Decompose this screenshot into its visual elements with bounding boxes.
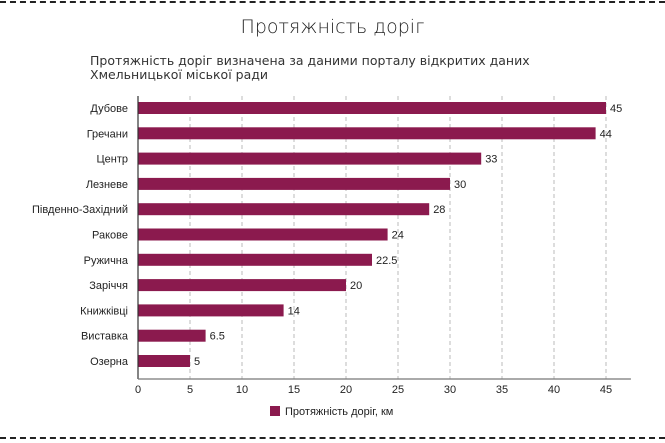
category-label: Ружична — [84, 255, 129, 267]
data-label: 45 — [610, 103, 622, 115]
chart-title: Протяжність доріг — [240, 16, 425, 38]
bar — [138, 203, 430, 216]
category-label: Книжківці — [80, 305, 128, 317]
data-label: 28 — [433, 204, 445, 216]
chart-subtitle: Протяжність доріг визначена за даними по… — [90, 53, 530, 82]
top-divider — [0, 1, 665, 3]
category-label: Гречани — [87, 128, 128, 140]
bar — [138, 102, 606, 114]
data-label: 14 — [288, 305, 300, 317]
x-tick-label: 15 — [288, 384, 300, 396]
bar — [138, 355, 190, 367]
category-label: Заріччя — [89, 280, 128, 292]
data-label: 30 — [454, 179, 466, 191]
x-tick-label: 20 — [340, 384, 352, 396]
bar — [138, 329, 206, 342]
x-tick-label: 5 — [187, 384, 193, 396]
category-label: Лезневе — [86, 179, 128, 191]
category-label: Південно-Західний — [32, 204, 128, 216]
x-tick-label: 40 — [548, 384, 560, 396]
data-label: 33 — [485, 154, 497, 166]
bar — [138, 177, 450, 190]
bar — [138, 304, 284, 317]
legend-label: Протяжність доріг, км — [285, 406, 393, 418]
x-tick-label: 30 — [444, 384, 456, 396]
x-tick-label: 0 — [135, 384, 141, 396]
legend-swatch — [270, 406, 280, 416]
data-label: 44 — [600, 128, 612, 140]
bar — [138, 152, 482, 165]
data-label: 5 — [194, 356, 200, 368]
data-label: 6.5 — [210, 331, 225, 343]
x-tick-label: 10 — [236, 384, 248, 396]
category-label: Центр — [97, 154, 129, 166]
x-tick-label: 35 — [496, 384, 508, 396]
x-tick-label: 45 — [600, 384, 612, 396]
x-tick-label: 25 — [392, 384, 404, 396]
bar — [138, 253, 372, 266]
data-label: 20 — [350, 280, 362, 292]
category-label: Дубове — [90, 103, 128, 115]
bar — [138, 127, 596, 140]
bottom-divider — [0, 437, 665, 439]
bar — [138, 228, 388, 241]
category-label: Озерна — [90, 356, 129, 368]
category-label: Ракове — [92, 230, 128, 242]
data-label: 22.5 — [376, 255, 397, 267]
category-label: Виставка — [81, 331, 129, 343]
bar — [138, 279, 346, 292]
data-label: 24 — [392, 230, 404, 242]
